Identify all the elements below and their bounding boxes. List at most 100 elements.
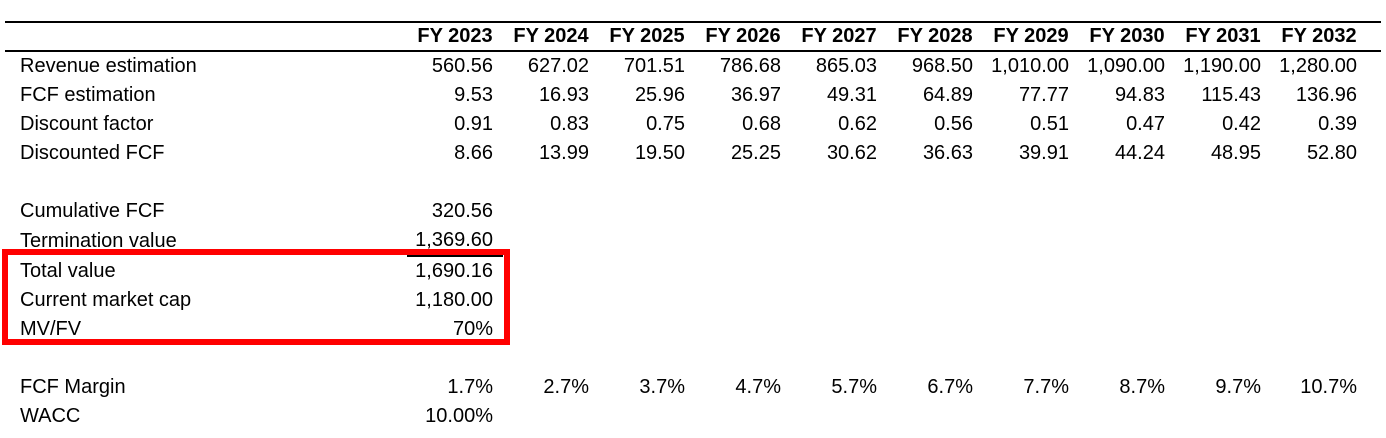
cell[interactable]: 94.83 — [1114, 84, 1165, 106]
row-label[interactable]: Termination value — [20, 229, 177, 252]
row-label[interactable]: FCF estimation — [20, 84, 156, 106]
row-label[interactable]: Discount factor — [20, 113, 154, 135]
cell[interactable]: 52.80 — [1306, 142, 1357, 164]
row-label[interactable]: Cumulative FCF — [20, 200, 165, 222]
cell[interactable]: 4.7% — [735, 376, 781, 398]
cell[interactable]: 0.83 — [550, 113, 589, 135]
row-label[interactable]: Total value — [20, 259, 116, 282]
cell[interactable]: 701.51 — [623, 55, 685, 77]
cell[interactable]: 19.50 — [634, 142, 685, 164]
cell[interactable]: 0.75 — [646, 113, 685, 135]
row-label[interactable]: Discounted FCF — [20, 142, 165, 164]
cell[interactable] — [791, 315, 887, 344]
cell[interactable]: 1,280.00 — [1279, 55, 1357, 77]
cell[interactable]: 1.7% — [447, 376, 493, 398]
cell[interactable]: 49.31 — [826, 84, 877, 106]
cell[interactable]: 16.93 — [538, 84, 589, 106]
cell[interactable] — [1271, 256, 1367, 286]
cell[interactable]: 9.53 — [454, 84, 493, 106]
cell[interactable] — [503, 315, 599, 344]
cell[interactable]: 865.03 — [815, 55, 877, 77]
column-header-fy2029[interactable]: FY 2029 — [993, 25, 1069, 47]
cell[interactable]: 320.56 — [431, 200, 493, 222]
cell[interactable] — [1079, 226, 1175, 256]
cell[interactable] — [503, 402, 599, 431]
cell[interactable] — [1079, 315, 1175, 344]
cell[interactable] — [599, 197, 695, 226]
cell[interactable] — [1271, 315, 1367, 344]
cell[interactable]: 13.99 — [538, 142, 589, 164]
cell-underlined[interactable]: 1,369.60 — [407, 226, 503, 257]
cell[interactable] — [1271, 402, 1367, 431]
column-header-fy2028[interactable]: FY 2028 — [897, 25, 973, 47]
cell[interactable] — [695, 286, 791, 315]
cell[interactable] — [695, 226, 791, 256]
column-header-fy2026[interactable]: FY 2026 — [705, 25, 781, 47]
cell[interactable]: 25.96 — [634, 84, 685, 106]
cell[interactable] — [1175, 256, 1271, 286]
cell[interactable] — [599, 256, 695, 286]
cell[interactable]: 10.7% — [1300, 376, 1357, 398]
cell[interactable] — [1175, 402, 1271, 431]
cell[interactable]: 786.68 — [719, 55, 781, 77]
cell[interactable]: 0.68 — [742, 113, 781, 135]
row-label[interactable]: WACC — [20, 405, 81, 427]
cell[interactable] — [695, 197, 791, 226]
cell[interactable]: 7.7% — [1023, 376, 1069, 398]
cell[interactable]: 6.7% — [927, 376, 973, 398]
cell[interactable] — [599, 315, 695, 344]
cell[interactable] — [983, 256, 1079, 286]
row-label[interactable]: MV/FV — [20, 318, 82, 340]
cell[interactable]: 0.47 — [1126, 113, 1165, 135]
cell[interactable] — [503, 256, 599, 286]
column-header-fy2024[interactable]: FY 2024 — [513, 25, 589, 47]
cell[interactable]: 8.7% — [1119, 376, 1165, 398]
cell[interactable] — [887, 256, 983, 286]
cell[interactable] — [599, 402, 695, 431]
cell[interactable] — [983, 197, 1079, 226]
cell[interactable] — [1079, 402, 1175, 431]
cell[interactable]: 3.7% — [639, 376, 685, 398]
cell[interactable] — [503, 226, 599, 256]
cell[interactable]: 70% — [452, 318, 493, 340]
cell[interactable]: 2.7% — [543, 376, 589, 398]
cell[interactable] — [887, 286, 983, 315]
cell[interactable]: 0.91 — [454, 113, 493, 135]
cell[interactable] — [887, 402, 983, 431]
cell[interactable]: 36.97 — [730, 84, 781, 106]
cell[interactable]: 0.42 — [1222, 113, 1261, 135]
cell[interactable] — [983, 226, 1079, 256]
cell[interactable] — [1079, 256, 1175, 286]
row-label[interactable]: Revenue estimation — [20, 55, 197, 77]
cell[interactable] — [791, 256, 887, 286]
cell[interactable]: 627.02 — [527, 55, 589, 77]
cell[interactable] — [695, 402, 791, 431]
cell[interactable] — [983, 402, 1079, 431]
cell[interactable]: 1,180.00 — [415, 289, 493, 311]
cell[interactable] — [791, 197, 887, 226]
column-header-fy2023[interactable]: FY 2023 — [417, 25, 493, 47]
cell[interactable] — [1271, 286, 1367, 315]
cell[interactable]: 1,010.00 — [991, 55, 1069, 77]
cell[interactable]: 44.24 — [1114, 142, 1165, 164]
column-header-fy2027[interactable]: FY 2027 — [801, 25, 877, 47]
cell[interactable] — [695, 315, 791, 344]
cell[interactable] — [503, 197, 599, 226]
cell[interactable] — [1271, 197, 1367, 226]
cell[interactable]: 0.62 — [838, 113, 877, 135]
cell[interactable]: 0.39 — [1318, 113, 1357, 135]
column-header-fy2031[interactable]: FY 2031 — [1185, 25, 1261, 47]
cell[interactable]: 560.56 — [431, 55, 493, 77]
cell[interactable]: 64.89 — [922, 84, 973, 106]
cell[interactable]: 1,090.00 — [1087, 55, 1165, 77]
cell[interactable]: 36.63 — [922, 142, 973, 164]
cell[interactable]: 10.00% — [425, 405, 493, 427]
cell[interactable] — [791, 226, 887, 256]
cell[interactable] — [1175, 286, 1271, 315]
cell[interactable]: 9.7% — [1215, 376, 1261, 398]
cell[interactable]: 8.66 — [454, 142, 493, 164]
cell[interactable]: 25.25 — [730, 142, 781, 164]
cell[interactable]: 115.43 — [1201, 84, 1261, 106]
cell[interactable] — [1175, 315, 1271, 344]
cell[interactable] — [1079, 197, 1175, 226]
